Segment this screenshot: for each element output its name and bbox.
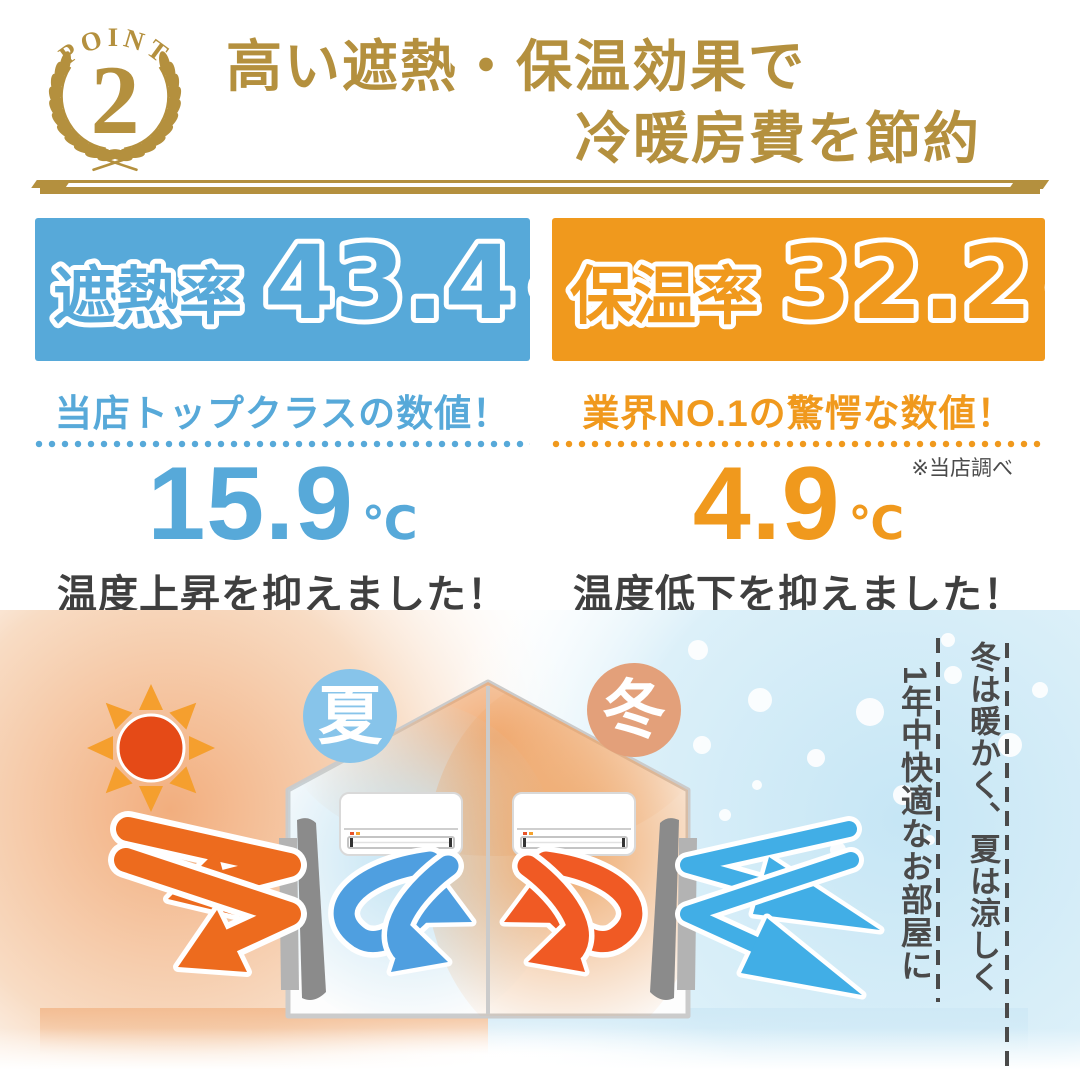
- svg-text:冬: 冬: [602, 674, 666, 746]
- page-title-line2: 冷暖房費を節約: [575, 109, 981, 171]
- shield-temp-unit: ℃: [361, 497, 418, 549]
- shield-temperature: 15.9 ℃: [35, 450, 530, 558]
- heat-shield-banner: 遮熱率 43.4 %: [35, 218, 530, 361]
- shield-dotted-divider: [35, 440, 530, 448]
- retain-banner-label: 保温率: [570, 260, 759, 333]
- retain-dotted-divider: [552, 440, 1045, 448]
- cold-deflect-arrows-icon: [675, 816, 885, 1000]
- badge-number: 2: [90, 46, 139, 155]
- heat-deflect-arrows-icon: [108, 811, 307, 977]
- retain-caption: 温度低下を抑えました！: [573, 573, 1024, 617]
- point-badge: POINT 2: [48, 22, 182, 172]
- vertical-tagline-comfort: 1年中快適なお部屋に: [897, 666, 933, 982]
- sun-icon: [87, 684, 215, 812]
- warm-air-curl-icon: [499, 846, 648, 977]
- vertical-tagline-seasons: 冬は暖かく、夏は涼しく: [965, 641, 1000, 993]
- heat-retain-stat-card: 保温率 32.2 % 業界NO.1の驚愕な数値！ ※当店調べ 4.9℃ 温度低下…: [552, 0, 1045, 617]
- svg-text:遮熱率 43.4 %: 遮熱率 43.4 %: [53, 224, 530, 343]
- heat-shield-stat-card: 遮熱率 43.4 % 当店トップクラスの数値！ 15.9℃ 温度上昇を抑えました…: [35, 0, 530, 617]
- shield-banner-value: 43.4: [264, 224, 516, 343]
- shield-caption: 温度上昇を抑えました！: [57, 573, 508, 617]
- ac-unit-winter: [512, 792, 636, 856]
- svg-text:保温率 32.2 %: 保温率 32.2 %: [570, 224, 1045, 343]
- cool-air-curl-icon: [328, 846, 477, 977]
- heat-retain-banner: 保温率 32.2 %: [552, 218, 1045, 361]
- retain-banner-value: 32.2: [781, 224, 1033, 343]
- summer-badge: 夏: [303, 669, 397, 763]
- bottom-fog: [0, 1028, 1080, 1080]
- shield-banner-label: 遮熱率: [53, 260, 242, 333]
- svg-text:夏: 夏: [318, 680, 383, 752]
- header-divider: [40, 180, 1040, 194]
- vertical-text-dashed-rules: [936, 638, 1009, 1075]
- survey-note: ※当店調べ: [911, 457, 1013, 480]
- retain-temp-unit: ℃: [848, 497, 905, 549]
- shield-temp-value: 15.9: [147, 446, 354, 562]
- header: POINT 2 高い遮熱・保温効果で 冷暖房費を節約: [0, 0, 1080, 210]
- winter-badge: 冬: [587, 663, 681, 757]
- page-title-line1: 高い遮熱・保温効果で: [226, 37, 806, 99]
- house-illustration: 夏 冬: [0, 610, 1080, 1080]
- laurel-wreath-icon: [48, 51, 182, 172]
- retain-subtitle: 業界NO.1の驚愕な数値！: [582, 393, 1015, 434]
- ac-unit-summer: [339, 792, 463, 856]
- retain-temp-value: 4.9: [692, 446, 841, 562]
- shield-subtitle: 当店トップクラスの数値！: [54, 393, 511, 434]
- retain-temperature: 4.9 ℃: [552, 450, 1045, 558]
